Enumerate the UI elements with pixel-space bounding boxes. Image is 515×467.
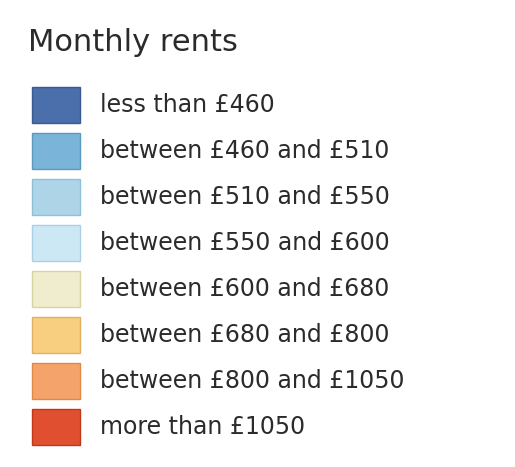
Text: between £800 and £1050: between £800 and £1050 — [100, 369, 404, 393]
Text: between £550 and £600: between £550 and £600 — [100, 231, 390, 255]
Text: more than £1050: more than £1050 — [100, 415, 305, 439]
Bar — [32, 133, 80, 169]
Bar — [32, 179, 80, 215]
Text: between £510 and £550: between £510 and £550 — [100, 185, 390, 209]
Bar — [32, 271, 80, 307]
Bar — [32, 87, 80, 123]
Text: between £680 and £800: between £680 and £800 — [100, 323, 389, 347]
Text: between £460 and £510: between £460 and £510 — [100, 139, 389, 163]
Bar — [32, 363, 80, 399]
Text: less than £460: less than £460 — [100, 93, 274, 117]
Bar — [32, 225, 80, 261]
Bar — [32, 409, 80, 445]
Bar — [32, 317, 80, 353]
Text: Monthly rents: Monthly rents — [28, 28, 238, 57]
Text: between £600 and £680: between £600 and £680 — [100, 277, 389, 301]
